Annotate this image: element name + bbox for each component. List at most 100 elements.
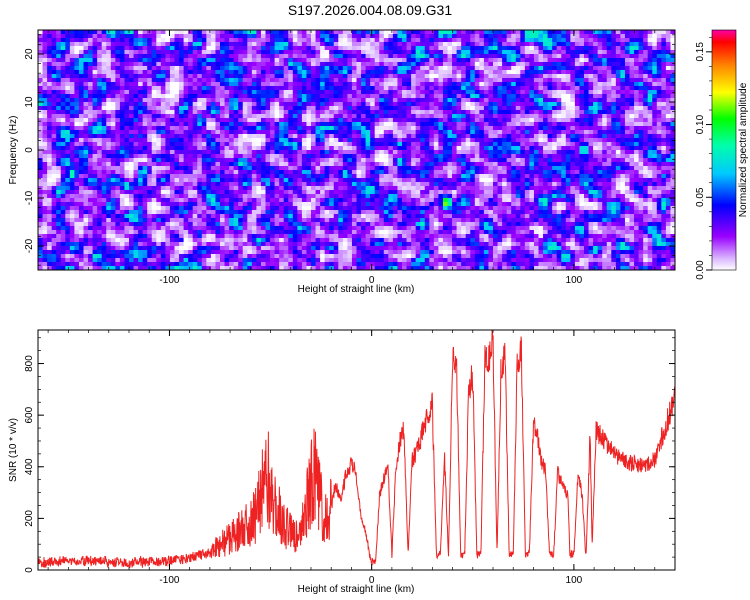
heatmap-cell: [60, 102, 66, 107]
heatmap-cell: [515, 98, 521, 103]
heatmap-cell: [647, 114, 653, 119]
heatmap-cell: [351, 94, 357, 99]
heatmap-cell: [156, 154, 162, 159]
heatmap-cell: [634, 142, 639, 147]
heatmap-cell: [479, 58, 485, 63]
heatmap-cell: [533, 114, 539, 119]
heatmap-cell: [197, 162, 203, 167]
heatmap-cell: [88, 114, 93, 119]
heatmap-cell: [242, 150, 248, 155]
heatmap-cell: [215, 30, 221, 35]
heatmap-cell: [465, 50, 471, 55]
heatmap-cell: [69, 110, 75, 115]
heatmap-cell: [442, 94, 448, 99]
heatmap-cell: [297, 126, 303, 131]
heatmap-cell: [210, 118, 216, 123]
heatmap-cell: [438, 38, 444, 43]
heatmap-cell: [665, 166, 671, 171]
heatmap-cell: [424, 34, 430, 39]
heatmap-cell: [488, 138, 494, 143]
heatmap-cell: [251, 94, 257, 99]
heatmap-cell: [311, 150, 316, 155]
heatmap-cell: [611, 66, 617, 71]
heatmap-cell: [133, 138, 139, 143]
heatmap-cell: [329, 138, 335, 143]
heatmap-cell: [142, 154, 148, 159]
heatmap-cell: [470, 34, 476, 39]
heatmap-cell: [324, 146, 330, 151]
heatmap-cell: [56, 166, 62, 171]
heatmap-cell: [465, 142, 471, 147]
heatmap-cell: [65, 142, 71, 147]
heatmap-cell: [183, 50, 189, 55]
heatmap-cell: [543, 86, 548, 91]
heatmap-cell: [406, 106, 412, 111]
heatmap-cell: [493, 30, 498, 35]
heatmap-cell: [615, 102, 621, 107]
heatmap-cell: [42, 66, 48, 71]
heatmap-cell: [83, 102, 89, 107]
heatmap-cell: [447, 74, 453, 79]
heatmap-cell: [456, 54, 462, 59]
heatmap-cell: [133, 62, 139, 67]
heatmap-cell: [442, 54, 448, 59]
heatmap-cell: [342, 58, 348, 63]
heatmap-cell: [597, 70, 603, 75]
heatmap-cell: [543, 62, 548, 67]
heatmap-cell: [570, 154, 576, 159]
heatmap-cell: [101, 146, 107, 151]
heatmap-cell: [301, 158, 307, 163]
heatmap-cell: [511, 70, 517, 75]
heatmap-cell: [69, 122, 75, 127]
heatmap-cell: [110, 34, 116, 39]
heatmap-cell: [51, 54, 57, 59]
heatmap-cell: [83, 154, 89, 159]
heatmap-cell: [220, 114, 225, 119]
heatmap-cell: [192, 94, 198, 99]
heatmap-cell: [169, 106, 175, 111]
heatmap-cell: [593, 150, 599, 155]
heatmap-cell: [347, 82, 353, 87]
heatmap-cell: [533, 74, 539, 79]
heatmap-cell: [88, 94, 93, 99]
heatmap-cell: [210, 162, 216, 167]
heatmap-cell: [347, 90, 353, 95]
heatmap-cell: [579, 94, 585, 99]
heatmap-cell: [311, 46, 316, 51]
heatmap-cell: [83, 42, 89, 47]
heatmap-cell: [251, 118, 257, 123]
heatmap-cell: [493, 114, 498, 119]
heatmap-cell: [392, 30, 398, 35]
heatmap-cell: [415, 110, 421, 115]
heatmap-cell: [97, 102, 103, 107]
heatmap-cell: [624, 42, 630, 47]
heatmap-cell: [538, 110, 544, 115]
heatmap-cell: [251, 74, 257, 79]
heatmap-cell: [311, 70, 316, 75]
heatmap-cell: [602, 50, 608, 55]
heatmap-cell: [315, 98, 321, 103]
heatmap-cell: [483, 66, 489, 71]
heatmap-cell: [452, 54, 457, 59]
heatmap-cell: [529, 118, 535, 123]
heatmap-cell: [656, 90, 662, 95]
heatmap-cell: [442, 158, 448, 163]
heatmap-cell: [661, 154, 667, 159]
heatmap-cell: [247, 78, 253, 83]
heatmap-cell: [274, 66, 280, 71]
heatmap-cell: [397, 94, 403, 99]
heatmap-cell: [415, 134, 421, 139]
heatmap-cell: [533, 118, 539, 123]
heatmap-cell: [356, 58, 362, 63]
heatmap-cell: [361, 102, 366, 107]
heatmap-cell: [311, 34, 316, 39]
heatmap-cell: [524, 110, 530, 115]
heatmap-cell: [51, 166, 57, 171]
heatmap-cell: [274, 30, 280, 35]
heatmap-cell: [201, 130, 207, 135]
heatmap-cell: [483, 162, 489, 167]
heatmap-cell: [620, 66, 626, 71]
heatmap-cell: [97, 90, 103, 95]
heatmap-cell: [106, 110, 112, 115]
heatmap-cell: [665, 142, 671, 147]
